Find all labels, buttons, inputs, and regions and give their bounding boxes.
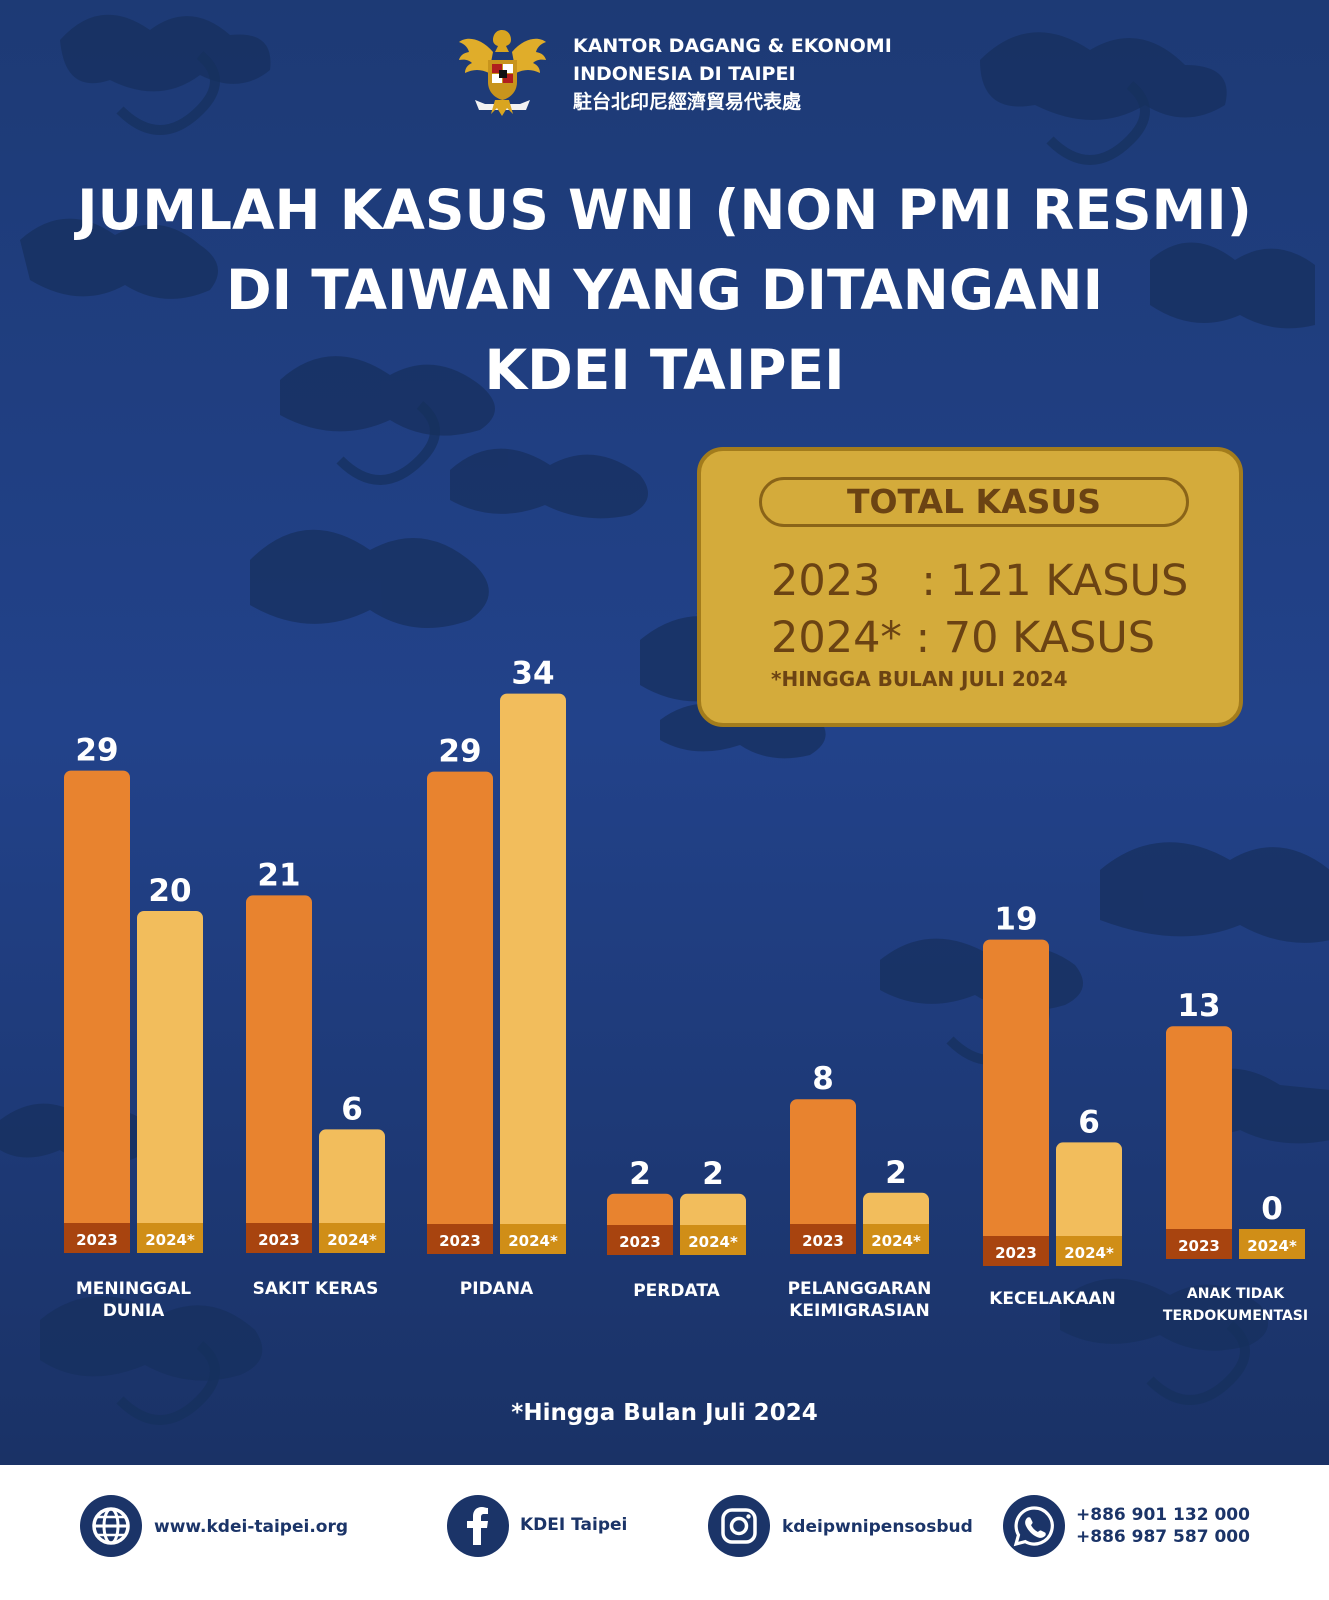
series-tag-label: 2023: [802, 1232, 844, 1250]
bar-tag-2024-5: [863, 1224, 929, 1254]
bar-tag-2024-7: [1239, 1229, 1305, 1259]
garuda-emblem-icon: [459, 30, 546, 116]
data-label: 19: [994, 902, 1037, 938]
title-line-3: KDEI TAIPEI: [484, 338, 845, 402]
title-line-2: DI TAIWAN YANG DITANGANI: [225, 258, 1104, 322]
instagram-icon[interactable]: [708, 1495, 770, 1557]
bar-2023-6: [983, 939, 1049, 1266]
total-cases-box: TOTAL KASUS 2023 : 121 KASUS 2024* : 70 …: [697, 447, 1243, 727]
bar-2023-5: [790, 1099, 856, 1254]
category-label: PERDATA: [633, 1281, 720, 1301]
bar-tag-2024-2: [319, 1223, 385, 1253]
bar-tag-2023-4: [607, 1225, 673, 1255]
globe-icon[interactable]: [80, 1495, 142, 1557]
data-label: 34: [511, 656, 554, 692]
total-2023-row: 2023 : 121 KASUS: [771, 556, 1189, 606]
bar-2024-6: [1056, 1142, 1122, 1266]
bar-tag-2024-6: [1056, 1236, 1122, 1266]
category-label: KECELAKAAN: [989, 1289, 1116, 1309]
total-cases-heading: TOTAL KASUS: [759, 477, 1189, 527]
total-cases-note: *HINGGA BULAN JULI 2024: [771, 667, 1068, 691]
total-2024-row: 2024* : 70 KASUS: [771, 613, 1156, 663]
phone-number-2[interactable]: +886 987 587 000: [1076, 1527, 1250, 1547]
bar-2023-3: [427, 771, 493, 1254]
category-label: KEIMIGRASIAN: [789, 1301, 930, 1321]
data-label: 13: [1177, 988, 1220, 1024]
bar-tag-2023-2: [246, 1223, 312, 1253]
series-tag-label: 2024*: [1064, 1244, 1114, 1262]
bar-tag-2023-1: [64, 1223, 130, 1253]
bar-2024-2: [319, 1129, 385, 1253]
page-title: JUMLAH KASUS WNI (NON PMI RESMI) DI TAIW…: [0, 170, 1329, 410]
organization-name-line-2: INDONESIA DI TAIPEI: [573, 63, 796, 85]
bar-tag-2023-7: [1166, 1229, 1232, 1259]
data-label: 29: [75, 733, 118, 769]
series-tag-label: 2023: [76, 1231, 118, 1249]
data-label: 0: [1261, 1191, 1283, 1227]
organization-name-line-1: KANTOR DAGANG & EKONOMI: [573, 35, 892, 57]
series-tag-label: 2024*: [327, 1231, 377, 1249]
series-tag-label: 2024*: [145, 1231, 195, 1249]
category-label: TERDOKUMENTASI: [1163, 1308, 1308, 1324]
series-tag-label: 2023: [258, 1231, 300, 1249]
series-tag-label: 2024*: [688, 1233, 738, 1251]
series-tag-label: 2023: [1178, 1237, 1220, 1255]
phone-number-1[interactable]: +886 901 132 000: [1076, 1505, 1250, 1525]
website-link[interactable]: www.kdei-taipei.org: [154, 1517, 349, 1537]
series-tag-label: 2023: [439, 1232, 481, 1250]
data-label: 2: [702, 1156, 724, 1192]
bar-tag-2024-4: [680, 1225, 746, 1255]
bar-tag-2024-3: [500, 1224, 566, 1254]
data-label: 8: [812, 1061, 834, 1097]
data-label: 2: [885, 1155, 907, 1191]
series-tag-label: 2024*: [1247, 1237, 1297, 1255]
bar-2023-2: [246, 895, 312, 1253]
data-label: 2: [629, 1156, 651, 1192]
category-label: PIDANA: [460, 1279, 534, 1299]
bar-tag-2023-6: [983, 1236, 1049, 1266]
bar-2024-3: [500, 693, 566, 1254]
facebook-icon[interactable]: [447, 1495, 509, 1557]
bar-tag-2024-1: [137, 1223, 203, 1253]
footnote: *Hingga Bulan Juli 2024: [511, 1400, 818, 1426]
bar-2023-7: [1166, 1026, 1232, 1259]
series-tag-label: 2023: [995, 1244, 1037, 1262]
title-line-1: JUMLAH KASUS WNI (NON PMI RESMI): [77, 178, 1252, 242]
whatsapp-icon[interactable]: [1003, 1495, 1065, 1557]
category-label: PELANGGARAN: [788, 1279, 932, 1299]
series-tag-label: 2023: [619, 1233, 661, 1251]
bar-2024-1: [137, 911, 203, 1253]
bar-2023-1: [64, 770, 130, 1253]
data-label: 6: [341, 1091, 363, 1127]
organization-name-chinese: 駐台北印尼經濟貿易代表處: [573, 91, 802, 113]
data-label: 20: [148, 873, 191, 909]
bar-chart: 2023292024*20MENINGGALDUNIA2023212024*6S…: [64, 656, 1308, 1324]
data-label: 21: [257, 857, 300, 893]
data-label: 6: [1078, 1104, 1100, 1140]
category-label: SAKIT KERAS: [253, 1279, 379, 1299]
category-label: DUNIA: [103, 1301, 165, 1321]
facebook-link[interactable]: KDEI Taipei: [520, 1515, 628, 1535]
category-label: MENINGGAL: [76, 1279, 191, 1299]
series-tag-label: 2024*: [871, 1232, 921, 1250]
series-tag-label: 2024*: [508, 1232, 558, 1250]
category-label: ANAK TIDAK: [1187, 1286, 1285, 1302]
instagram-link[interactable]: kdeipwnipensosbud: [782, 1517, 973, 1537]
bar-tag-2023-5: [790, 1224, 856, 1254]
data-label: 29: [438, 734, 481, 770]
contact-footer: www.kdei-taipei.org KDEI Taipei kdeipwni…: [0, 1465, 1329, 1600]
bar-tag-2023-3: [427, 1224, 493, 1254]
